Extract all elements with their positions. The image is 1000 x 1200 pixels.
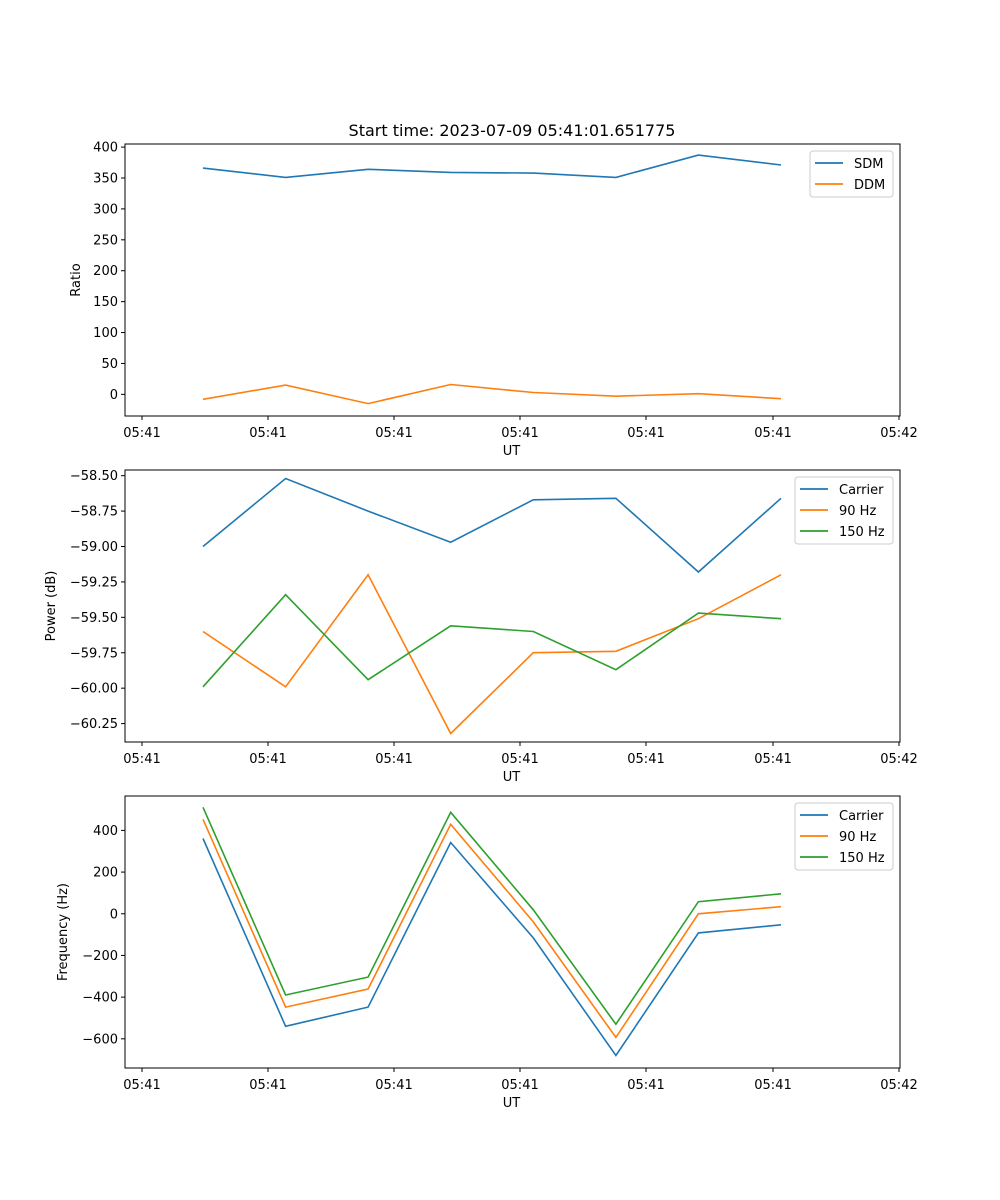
x-tick-label: 05:42: [880, 426, 917, 441]
legend: SDM DDM: [809, 150, 894, 198]
x-tick-label: 05:41: [754, 426, 791, 441]
legend-label: 150 Hz: [839, 525, 885, 540]
x-tick-label: 05:41: [501, 752, 538, 767]
x-tick-label: 05:41: [754, 1078, 791, 1093]
subplot-1: 0 50 100 150 200 250 300 350 400 05:41 05:41 05:41 0…: [69, 141, 918, 459]
legend-label: 90 Hz: [839, 830, 876, 845]
y-tick-label: 200: [93, 866, 118, 881]
y-tick-label: −59.00: [70, 540, 118, 555]
x-tick-label: 05:42: [880, 1078, 917, 1093]
series-line-150-hz: [202, 806, 782, 1026]
legend-box: [794, 476, 894, 545]
series-line-150-hz: [202, 593, 782, 688]
x-tick-label: 05:41: [375, 426, 412, 441]
legend-label: DDM: [854, 178, 885, 193]
x-tick-label: 05:41: [501, 1078, 538, 1093]
y-tick-label: 250: [93, 233, 118, 248]
x-tick-label: 05:41: [627, 426, 664, 441]
y-axis-label: Power (dB): [44, 571, 59, 642]
legend-label: Carrier: [839, 483, 884, 498]
legend-label: SDM: [854, 157, 883, 172]
series-line-sdm: [202, 154, 782, 179]
y-tick-label: −58.50: [70, 469, 118, 484]
x-axis-label: UT: [503, 1096, 521, 1111]
y-tick-label: 0: [110, 907, 118, 922]
y-tick-label: −59.75: [70, 646, 118, 661]
x-tick-label: 05:41: [249, 1078, 286, 1093]
subplot-2: −60.25 −60.00 −59.75 −59.50 −59.25 −59.00 −58.…: [44, 469, 918, 785]
x-tick-label: 05:41: [627, 752, 664, 767]
legend: Carrier 90 Hz 150 Hz: [794, 802, 894, 871]
y-axis-label: Ratio: [69, 263, 84, 296]
x-tick-label: 05:41: [627, 1078, 664, 1093]
series-line-90-hz: [202, 818, 782, 1039]
y-tick-label: −600: [82, 1032, 118, 1047]
x-tick-label: 05:41: [375, 1078, 412, 1093]
figure-title: Start time: 2023-07-09 05:41:01.651775: [349, 121, 676, 140]
y-tick-label: 400: [93, 824, 118, 839]
x-tick-label: 05:41: [249, 426, 286, 441]
x-tick-label: 05:41: [501, 426, 538, 441]
y-tick-label: −60.00: [70, 682, 118, 697]
legend: Carrier 90 Hz 150 Hz: [794, 476, 894, 545]
x-tick-label: 05:41: [123, 752, 160, 767]
subplots: 0 50 100 150 200 250 300 350 400 05:41 05:41 05:41 0…: [44, 141, 918, 1111]
x-tick-label: 05:41: [249, 752, 286, 767]
y-tick-label: 350: [93, 172, 118, 187]
y-tick-label: 100: [93, 326, 118, 341]
series-line-carrier: [202, 838, 782, 1057]
axes-frame: [124, 143, 901, 417]
x-tick-label: 05:41: [375, 752, 412, 767]
y-tick-label: −200: [82, 949, 118, 964]
x-tick-label: 05:42: [880, 752, 917, 767]
y-tick-label: 0: [110, 388, 118, 403]
legend-label: 90 Hz: [839, 504, 876, 519]
subplot-3: −600 −400 −200 0 200 400 05:41 05:41 05:41 05:41 0…: [56, 795, 918, 1111]
y-tick-label: 300: [93, 202, 118, 217]
y-tick-label: 50: [101, 357, 118, 372]
axes-frame: [124, 469, 901, 743]
series-line-carrier: [202, 477, 782, 574]
y-tick-label: 400: [93, 141, 118, 156]
legend-box: [794, 802, 894, 871]
x-axis-label: UT: [503, 444, 521, 459]
y-tick-label: 200: [93, 264, 118, 279]
y-tick-label: −59.50: [70, 611, 118, 626]
legend-label: 150 Hz: [839, 851, 885, 866]
y-tick-label: −59.25: [70, 575, 118, 590]
x-tick-label: 05:41: [754, 752, 791, 767]
x-axis-label: UT: [503, 770, 521, 785]
y-axis-label: Frequency (Hz): [56, 883, 71, 981]
y-tick-label: 150: [93, 295, 118, 310]
axes-frame: [124, 795, 901, 1069]
y-tick-label: −58.75: [70, 505, 118, 520]
y-tick-label: −400: [82, 991, 118, 1006]
y-tick-label: −60.25: [70, 717, 118, 732]
x-tick-label: 05:41: [123, 1078, 160, 1093]
series-line-90-hz: [202, 573, 782, 735]
series-line-ddm: [202, 383, 782, 405]
legend-label: Carrier: [839, 809, 884, 824]
x-tick-label: 05:41: [123, 426, 160, 441]
